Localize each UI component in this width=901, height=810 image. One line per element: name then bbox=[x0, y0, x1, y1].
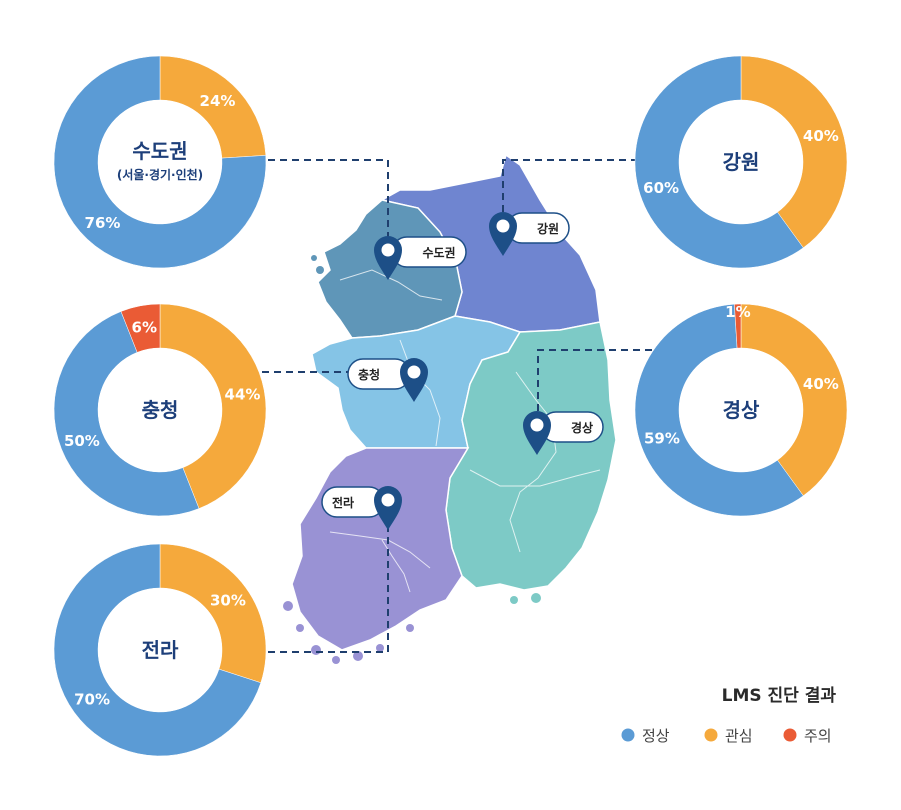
pin-label: 수도권 bbox=[422, 246, 455, 260]
location-pin-icon bbox=[374, 236, 402, 280]
map-pin: 경상 bbox=[523, 411, 604, 455]
legend-label: 정상 bbox=[642, 727, 670, 745]
donut-slice-label: 50% bbox=[64, 432, 100, 450]
pin-center-dot bbox=[530, 418, 544, 432]
donut-title: 충청 bbox=[142, 398, 179, 422]
donut-subtitle: (서울·경기·인천) bbox=[117, 167, 203, 182]
island bbox=[316, 266, 324, 274]
pin-label: 강원 bbox=[537, 222, 559, 236]
island bbox=[311, 255, 317, 261]
donut-slice-label: 24% bbox=[200, 92, 236, 110]
legend-swatch bbox=[783, 728, 797, 742]
donut-charts: 24% 76% 수도권 (서울·경기·인천) 40% 60% 강원 44% 50% 6% 충청 40%… bbox=[53, 55, 848, 757]
donut-chart: 30% 70% 전라 bbox=[53, 543, 267, 757]
connector-jeolla bbox=[268, 512, 389, 653]
donut-slice-label: 6% bbox=[132, 318, 157, 336]
donut-slice-label: 40% bbox=[803, 127, 839, 145]
location-pin-icon bbox=[400, 358, 428, 402]
connector-lines bbox=[262, 159, 652, 653]
donut-hole bbox=[679, 100, 803, 224]
donut-slice-label: 40% bbox=[803, 375, 839, 393]
donut-title: 강원 bbox=[723, 150, 760, 174]
island bbox=[531, 593, 541, 603]
legend-item: 관심 bbox=[704, 727, 753, 745]
pin-label: 전라 bbox=[332, 495, 354, 510]
donut-title: 전라 bbox=[142, 638, 179, 662]
map-pin: 충청 bbox=[347, 358, 428, 402]
donut-hole bbox=[679, 348, 803, 472]
island bbox=[311, 645, 321, 655]
pin-label: 충청 bbox=[358, 367, 380, 382]
connector-gyeongsang bbox=[537, 349, 652, 424]
pin-label: 경상 bbox=[571, 420, 593, 435]
region-jeolla bbox=[291, 447, 470, 651]
legend: LMS 진단 결과 정상 관심 주의 bbox=[621, 686, 837, 745]
legend-item: 주의 bbox=[783, 727, 832, 745]
donut-hole bbox=[98, 348, 222, 472]
pin-center-dot bbox=[407, 365, 421, 379]
connector-gangwon bbox=[502, 159, 638, 228]
legend-item: 정상 bbox=[621, 727, 670, 745]
pin-center-dot bbox=[496, 219, 510, 233]
donut-slice-label: 1% bbox=[725, 303, 750, 321]
location-pin-icon bbox=[374, 486, 402, 530]
donut-chart: 40% 60% 강원 bbox=[634, 55, 848, 269]
island bbox=[296, 624, 304, 632]
donut-hole bbox=[98, 588, 222, 712]
donut-slice-label: 44% bbox=[225, 385, 261, 403]
donut-slice-label: 76% bbox=[85, 214, 121, 232]
pin-center-dot bbox=[381, 493, 395, 507]
donut-slice-label: 60% bbox=[643, 179, 679, 197]
donut-title: 경상 bbox=[723, 398, 760, 422]
island bbox=[353, 651, 363, 661]
donut-chart: 40% 59% 1% 경상 bbox=[634, 303, 848, 517]
location-pin-icon bbox=[489, 212, 517, 256]
island bbox=[332, 656, 340, 664]
map-pin: 전라 bbox=[321, 486, 402, 530]
legend-swatch bbox=[704, 728, 718, 742]
island bbox=[376, 644, 384, 652]
legend-label: 주의 bbox=[804, 727, 832, 745]
donut-slice-label: 59% bbox=[644, 429, 680, 447]
island bbox=[406, 624, 414, 632]
donut-chart: 44% 50% 6% 충청 bbox=[54, 303, 267, 517]
donut-chart: 24% 76% 수도권 (서울·경기·인천) bbox=[53, 55, 267, 269]
connector-capital bbox=[268, 159, 389, 255]
legend-swatch bbox=[621, 728, 635, 742]
legend-label: 관심 bbox=[725, 727, 753, 745]
region-gyeongsang bbox=[445, 321, 617, 591]
map-pin: 수도권 bbox=[374, 236, 467, 280]
island bbox=[283, 601, 293, 611]
donut-title: 수도권 bbox=[132, 139, 187, 163]
donut-slice-label: 30% bbox=[210, 592, 246, 610]
donut-hole bbox=[98, 100, 222, 224]
map-pin: 강원 bbox=[489, 212, 570, 256]
pin-center-dot bbox=[381, 243, 395, 257]
donut-slice-label: 70% bbox=[74, 690, 110, 708]
legend-items: 정상 관심 주의 bbox=[621, 727, 832, 745]
legend-title: LMS 진단 결과 bbox=[722, 686, 837, 706]
location-pin-icon bbox=[523, 411, 551, 455]
island bbox=[510, 596, 518, 604]
